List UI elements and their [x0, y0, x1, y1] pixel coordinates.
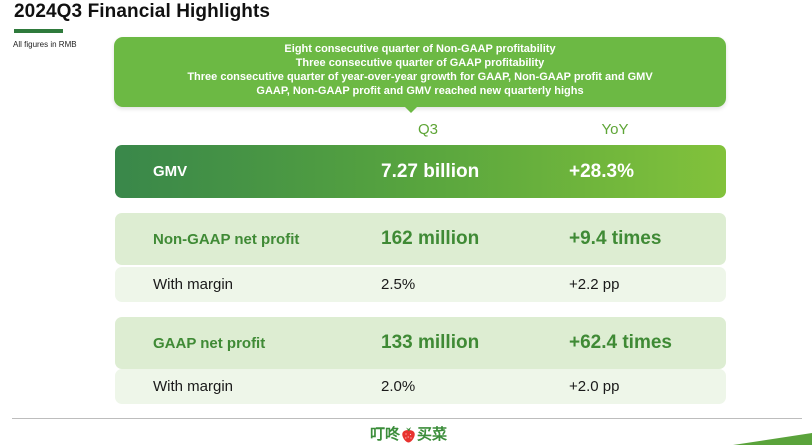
strawberry-icon [401, 426, 416, 443]
gmv-row: GMV 7.27 billion +28.3% [115, 145, 726, 198]
non-gaap-net-profit-row: Non-GAAP net profit 162 million +9.4 tim… [115, 213, 726, 265]
yoy-value: +9.4 times [569, 228, 662, 249]
column-header-yoy: YoY [601, 121, 629, 138]
gaap-margin-row: With margin 2.0% +2.0 pp [115, 369, 726, 404]
corner-accent [733, 433, 812, 445]
banner-line: Eight consecutive quarter of Non-GAAP pr… [284, 43, 556, 55]
highlights-banner: Eight consecutive quarter of Non-GAAP pr… [114, 37, 726, 107]
row-label: GAAP net profit [153, 334, 266, 352]
banner-pointer [404, 106, 418, 113]
logo-text-left: 叮咚 [370, 426, 401, 443]
footer-divider [12, 418, 802, 419]
banner-line: Three consecutive quarter of GAAP profit… [295, 57, 545, 69]
row-label: GMV [153, 163, 188, 180]
yoy-value: +28.3% [569, 160, 634, 182]
yoy-value: +2.2 pp [569, 276, 620, 293]
q3-value: 133 million [381, 332, 480, 353]
currency-note: All figures in RMB [13, 40, 77, 49]
q3-value: 2.5% [381, 276, 416, 293]
title-underline [14, 29, 63, 33]
banner-line: Three consecutive quarter of year-over-y… [187, 71, 653, 83]
gaap-net-profit-row: GAAP net profit 133 million +62.4 times [115, 317, 726, 369]
q3-value: 7.27 billion [381, 160, 480, 182]
row-label: With margin [153, 378, 234, 395]
page-title: 2024Q3 Financial Highlights [14, 1, 271, 22]
column-header-q3: Q3 [417, 121, 438, 138]
row-label: With margin [153, 276, 234, 293]
non-gaap-margin-row: With margin 2.5% +2.2 pp [115, 267, 726, 302]
banner-line: GAAP, Non-GAAP profit and GMV reached ne… [256, 85, 584, 97]
logo-text-right: 买菜 [417, 426, 448, 443]
q3-value: 162 million [381, 228, 480, 249]
q3-value: 2.0% [381, 378, 416, 395]
company-logo: 叮咚 买菜 [370, 425, 447, 444]
yoy-value: +62.4 times [569, 332, 672, 353]
row-label: Non-GAAP net profit [153, 230, 300, 248]
yoy-value: +2.0 pp [569, 378, 620, 395]
